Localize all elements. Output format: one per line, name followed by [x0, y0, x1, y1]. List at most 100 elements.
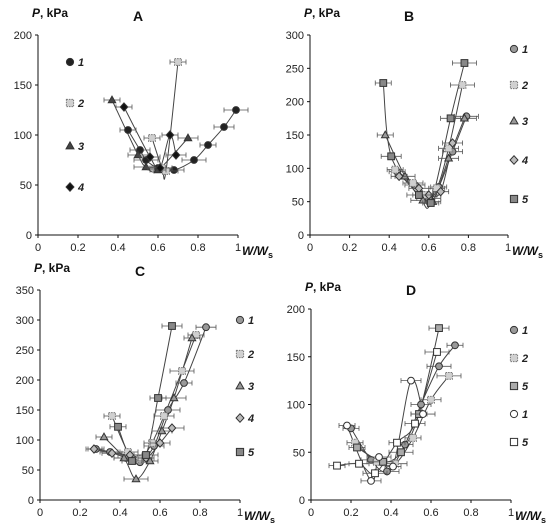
y-tick-label: 100	[14, 130, 32, 142]
x-tick-label: 0.6	[150, 242, 165, 254]
data-point	[141, 162, 151, 171]
y-tick-label: 50	[292, 197, 304, 209]
legend-label: 4	[77, 182, 84, 194]
x-tick-label: 0	[35, 242, 41, 254]
data-point	[183, 133, 193, 142]
x-tick-label: 1	[508, 507, 514, 519]
legend-marker	[65, 181, 75, 193]
x-tick-label: 0.6	[152, 507, 167, 519]
x-tick-label: 0.8	[461, 242, 476, 254]
data-point	[89, 444, 99, 454]
legend-marker	[509, 154, 519, 166]
panel-B: 0 50 100 150 200 250 300 0 0.2 0.4 0.6 0.8 1 B P, kPa W…	[286, 6, 543, 260]
data-point	[343, 421, 351, 430]
data-point	[154, 394, 162, 402]
y-tick-label: 150	[287, 352, 305, 364]
x-tick-label: 0.8	[192, 507, 207, 519]
data-point	[128, 457, 136, 465]
x-tick-label: 0.2	[342, 242, 357, 254]
y-tick-label: 200	[14, 30, 32, 42]
data-point	[107, 448, 117, 459]
data-point	[155, 163, 165, 173]
data-point	[436, 186, 446, 197]
data-point	[426, 199, 435, 207]
data-point	[419, 410, 427, 418]
x-tick-label: 0.2	[72, 507, 87, 519]
x-tick-label: 1	[237, 507, 243, 519]
legend-label: 4	[521, 155, 528, 167]
y-tick-label: 0	[298, 230, 304, 242]
data-point	[220, 123, 228, 131]
data-point	[379, 457, 387, 466]
x-tick-label: 1	[505, 242, 511, 254]
data-point	[415, 191, 423, 199]
x-tick-label: 0.2	[70, 242, 85, 254]
series-line-2	[151, 61, 179, 180]
y-tick-label: 350	[16, 285, 34, 297]
y-tick-label: 100	[287, 400, 305, 412]
legend-marker	[509, 381, 519, 391]
legend-marker	[65, 98, 75, 108]
data-point	[394, 171, 404, 182]
y-tick-label: 0	[26, 230, 32, 242]
x-tick-label: 0.6	[423, 507, 438, 519]
data-point	[409, 179, 417, 187]
data-point	[433, 348, 441, 356]
legend-label: 2	[247, 349, 254, 361]
x-tick-label: 0.4	[110, 242, 125, 254]
legend-marker	[235, 380, 245, 390]
data-point	[407, 376, 415, 385]
y-tick-label: 150	[286, 130, 304, 142]
legend-marker	[235, 349, 245, 359]
legend-label: 5	[522, 381, 529, 393]
x-axis-label: W/Ws	[515, 509, 546, 525]
data-point	[393, 438, 401, 447]
y-tick-label: 250	[16, 345, 34, 357]
data-point	[435, 324, 443, 333]
data-point	[371, 469, 379, 478]
legend-marker	[235, 315, 245, 325]
series-line-1	[396, 116, 467, 199]
y-tick-label: 50	[20, 180, 32, 192]
data-point	[107, 95, 117, 104]
legend-label: 5	[248, 447, 255, 459]
x-tick-label: 0	[37, 507, 43, 519]
data-point	[180, 379, 188, 387]
panel-label: C	[135, 263, 145, 279]
y-axis-label: P, kPa	[32, 6, 68, 20]
y-tick-label: 200	[287, 304, 305, 316]
y-tick-label: 150	[16, 405, 34, 417]
data-point	[119, 102, 129, 112]
data-point	[145, 152, 155, 162]
data-point	[451, 341, 459, 350]
legend-marker	[235, 447, 245, 457]
data-point	[131, 474, 141, 483]
data-point	[444, 153, 454, 162]
legend-marker	[509, 80, 519, 90]
data-point	[409, 434, 417, 442]
x-tick-label: 0	[307, 242, 313, 254]
data-point	[190, 156, 198, 164]
y-tick-label: 200	[286, 97, 304, 109]
y-axis-label: P, kPa	[305, 280, 341, 294]
data-point	[155, 438, 165, 448]
legend-marker	[509, 437, 519, 447]
data-point	[160, 412, 168, 420]
panel-label: A	[133, 8, 143, 24]
data-point	[202, 323, 210, 332]
data-point	[445, 371, 453, 380]
legend-marker	[509, 44, 519, 54]
x-tick-label: 0.8	[463, 507, 478, 519]
legend-label: 1	[522, 44, 528, 56]
legend-label: 2	[521, 80, 528, 92]
data-point	[333, 461, 341, 470]
y-tick-label: 300	[286, 30, 304, 42]
y-tick-label: 0	[28, 495, 34, 507]
x-axis-label: W/Ws	[242, 244, 273, 260]
data-point	[169, 393, 179, 402]
data-point	[148, 134, 156, 142]
x-tick-label: 0.2	[343, 507, 358, 519]
legend-label: 3	[248, 381, 254, 393]
